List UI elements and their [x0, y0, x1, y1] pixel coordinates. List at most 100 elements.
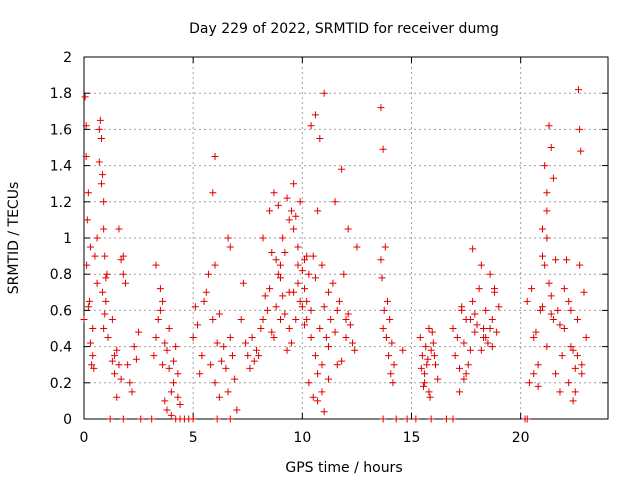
- data-point: [543, 234, 551, 242]
- x-tick-label: 5: [189, 430, 198, 446]
- data-point: [528, 285, 536, 293]
- data-point: [466, 346, 474, 354]
- data-point: [569, 346, 577, 354]
- data-point: [222, 364, 230, 372]
- data-point: [252, 346, 260, 354]
- data-point: [281, 248, 289, 256]
- data-point: [325, 343, 333, 351]
- data-point: [569, 397, 577, 405]
- y-tick-label: 1.6: [50, 122, 72, 138]
- data-point: [239, 279, 247, 287]
- data-point: [338, 165, 346, 173]
- data-point: [161, 397, 169, 405]
- data-point: [390, 361, 398, 369]
- data-point: [176, 401, 184, 409]
- data-point: [329, 279, 337, 287]
- data-points: [80, 86, 590, 423]
- data-point: [272, 256, 280, 264]
- data-point: [266, 207, 274, 215]
- data-point: [121, 279, 129, 287]
- data-point: [311, 352, 319, 360]
- data-point: [103, 270, 111, 278]
- data-point: [567, 343, 575, 351]
- data-point: [333, 361, 341, 369]
- data-point: [272, 303, 280, 311]
- data-point: [174, 393, 182, 401]
- data-point: [301, 285, 309, 293]
- data-point: [305, 270, 313, 278]
- data-point: [296, 198, 304, 206]
- data-point: [82, 153, 90, 161]
- data-point: [388, 339, 396, 347]
- data-point: [108, 315, 116, 323]
- data-point: [283, 194, 291, 202]
- data-point: [211, 379, 219, 387]
- y-tick-label: 0.6: [50, 303, 72, 319]
- data-point: [93, 279, 101, 287]
- data-point: [209, 189, 217, 197]
- data-point: [432, 361, 440, 369]
- data-point: [565, 297, 573, 305]
- data-point: [314, 397, 322, 405]
- data-point: [453, 334, 461, 342]
- data-point: [88, 361, 96, 369]
- data-point: [287, 207, 295, 215]
- data-point: [132, 355, 140, 363]
- data-point: [320, 408, 328, 416]
- data-point: [108, 357, 116, 365]
- data-point: [434, 375, 442, 383]
- y-tick-label: 1.2: [50, 195, 72, 211]
- data-point: [259, 234, 267, 242]
- data-point: [305, 379, 313, 387]
- data-point: [211, 153, 219, 161]
- data-point: [342, 334, 350, 342]
- data-point: [477, 346, 485, 354]
- data-point: [488, 343, 496, 351]
- data-point: [301, 256, 309, 264]
- data-point: [100, 198, 108, 206]
- data-point: [327, 315, 335, 323]
- data-point: [325, 375, 333, 383]
- data-point: [156, 285, 164, 293]
- data-point: [449, 415, 457, 423]
- data-point: [427, 346, 435, 354]
- data-point: [426, 393, 434, 401]
- tick-layer: 00.20.40.60.811.21.41.61.820 5 10 15 20: [50, 50, 608, 446]
- y-tick-label: 2: [63, 50, 72, 66]
- data-point: [466, 315, 474, 323]
- data-point: [379, 415, 387, 423]
- data-point: [471, 310, 479, 318]
- x-tick-label: 15: [403, 430, 421, 446]
- data-point: [458, 303, 466, 311]
- data-point: [556, 388, 564, 396]
- data-point: [495, 303, 503, 311]
- data-point: [91, 252, 99, 260]
- data-point: [228, 352, 236, 360]
- data-point: [189, 334, 197, 342]
- data-point: [322, 334, 330, 342]
- data-point: [469, 245, 477, 253]
- data-point: [335, 297, 343, 305]
- data-point: [226, 243, 234, 251]
- data-point: [471, 328, 479, 336]
- data-point: [137, 415, 145, 423]
- data-point: [576, 261, 584, 269]
- chart-title: Day 229 of 2022, SRMTID for receiver dum…: [189, 21, 499, 37]
- data-point: [298, 303, 306, 311]
- data-point: [261, 292, 269, 300]
- data-point: [311, 111, 319, 119]
- data-point: [381, 243, 389, 251]
- data-point: [554, 306, 562, 314]
- data-point: [99, 171, 107, 179]
- data-point: [571, 364, 579, 372]
- data-point: [477, 261, 485, 269]
- data-point: [449, 325, 457, 332]
- data-point: [530, 370, 538, 378]
- data-point: [165, 325, 173, 332]
- data-point: [578, 370, 586, 378]
- x-tick-label: 10: [293, 430, 311, 446]
- data-point: [547, 310, 555, 318]
- y-tick-label: 1.8: [50, 86, 72, 102]
- data-point: [493, 328, 501, 336]
- data-point: [285, 325, 293, 332]
